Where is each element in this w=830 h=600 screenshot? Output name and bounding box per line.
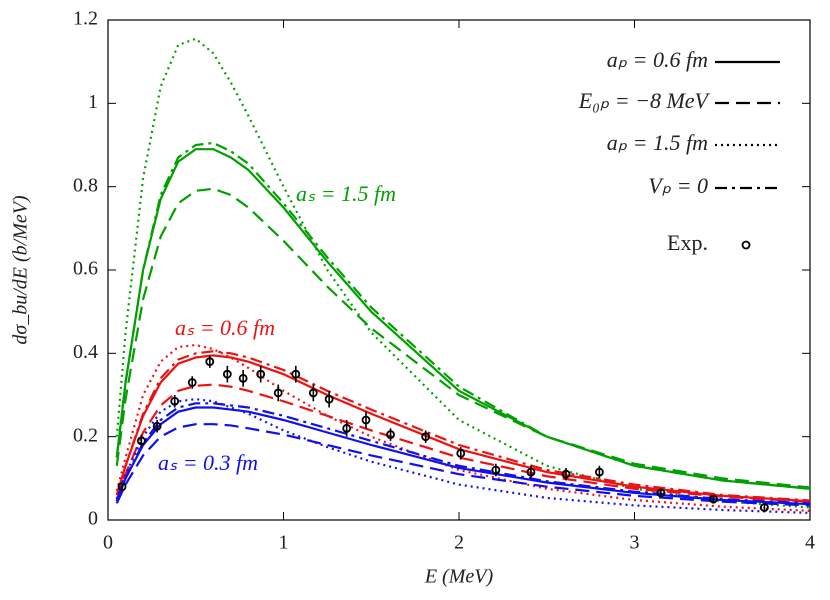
exp-point	[709, 494, 718, 504]
curve	[115, 141, 811, 490]
exp-point	[759, 503, 769, 512]
curve	[115, 423, 811, 507]
y-tick-label: 0.6	[73, 258, 98, 280]
legend-label: aₚ = 1.5 fm	[607, 130, 708, 155]
exp-point	[205, 357, 215, 367]
exp-point	[187, 378, 197, 387]
x-tick-label: 4	[805, 532, 815, 554]
exp-point	[308, 388, 318, 398]
exp-point	[421, 432, 431, 442]
exp-point	[361, 415, 371, 425]
legend-label: Exp.	[667, 230, 708, 255]
exp-point	[595, 467, 604, 477]
curve	[115, 354, 811, 503]
exp-point	[256, 369, 266, 379]
curve-annotation: aₛ = 0.6 fm	[175, 315, 275, 340]
exp-point	[136, 436, 146, 446]
legend-label: E₀ₚ = −8 MeV	[578, 88, 711, 113]
curve-annotation: aₛ = 1.5 fm	[296, 181, 396, 206]
exp-point	[386, 430, 395, 439]
exp-point	[561, 469, 571, 479]
y-axis-label: dσ_bu/dE (b/MeV)	[10, 195, 32, 345]
y-tick-label: 1.2	[73, 8, 98, 30]
exp-point	[491, 465, 501, 475]
exp-point	[222, 369, 232, 379]
x-tick-label: 0	[103, 532, 113, 554]
x-tick-label: 2	[454, 532, 464, 554]
legend-label: Vₚ = 0	[648, 173, 708, 198]
exp-point	[152, 421, 162, 431]
exp-point	[526, 467, 536, 477]
exp-point	[273, 388, 283, 398]
y-tick-label: 0	[88, 508, 98, 530]
x-tick-label: 1	[279, 532, 289, 554]
exp-point	[342, 423, 352, 433]
exp-point	[238, 373, 248, 383]
y-tick-label: 1	[88, 91, 98, 113]
y-tick-label: 0.8	[73, 174, 98, 196]
x-tick-label: 3	[630, 532, 640, 554]
legend-label: aₚ = 0.6 fm	[607, 47, 708, 72]
curve	[115, 343, 811, 512]
curve	[115, 406, 811, 506]
curve	[115, 350, 811, 502]
exp-point	[456, 448, 466, 458]
x-axis-label: E (MeV)	[424, 566, 494, 588]
exp-point	[324, 394, 334, 404]
exp-point	[656, 488, 666, 498]
exp-point	[291, 369, 301, 379]
y-tick-label: 0.4	[73, 341, 98, 363]
curve-annotation: aₛ = 0.3 fm	[158, 450, 258, 475]
exp-point	[170, 396, 180, 406]
legend-marker	[741, 240, 751, 250]
exp-point	[117, 482, 127, 492]
curve	[115, 383, 811, 503]
curve	[115, 37, 811, 509]
y-tick-label: 0.2	[73, 424, 98, 446]
